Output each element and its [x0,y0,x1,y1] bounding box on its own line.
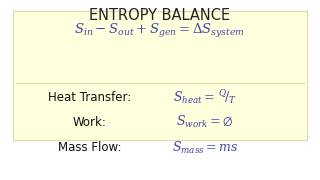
Text: Mass Flow:: Mass Flow: [58,141,121,154]
Text: Heat Transfer:: Heat Transfer: [48,91,131,104]
Text: $S_{in} - S_{out} + S_{gen} = \Delta S_{system}$: $S_{in} - S_{out} + S_{gen} = \Delta S_{… [75,22,245,40]
Text: $S_{heat} = \,^{Q}\!/_{T}$: $S_{heat} = \,^{Q}\!/_{T}$ [173,88,237,106]
Text: $S_{work} = \emptyset$: $S_{work} = \emptyset$ [176,114,233,130]
Text: ENTROPY BALANCE: ENTROPY BALANCE [89,8,231,23]
FancyBboxPatch shape [13,11,307,140]
Text: Work:: Work: [73,116,107,129]
Text: $S_{mass} = ms$: $S_{mass} = ms$ [172,140,238,156]
